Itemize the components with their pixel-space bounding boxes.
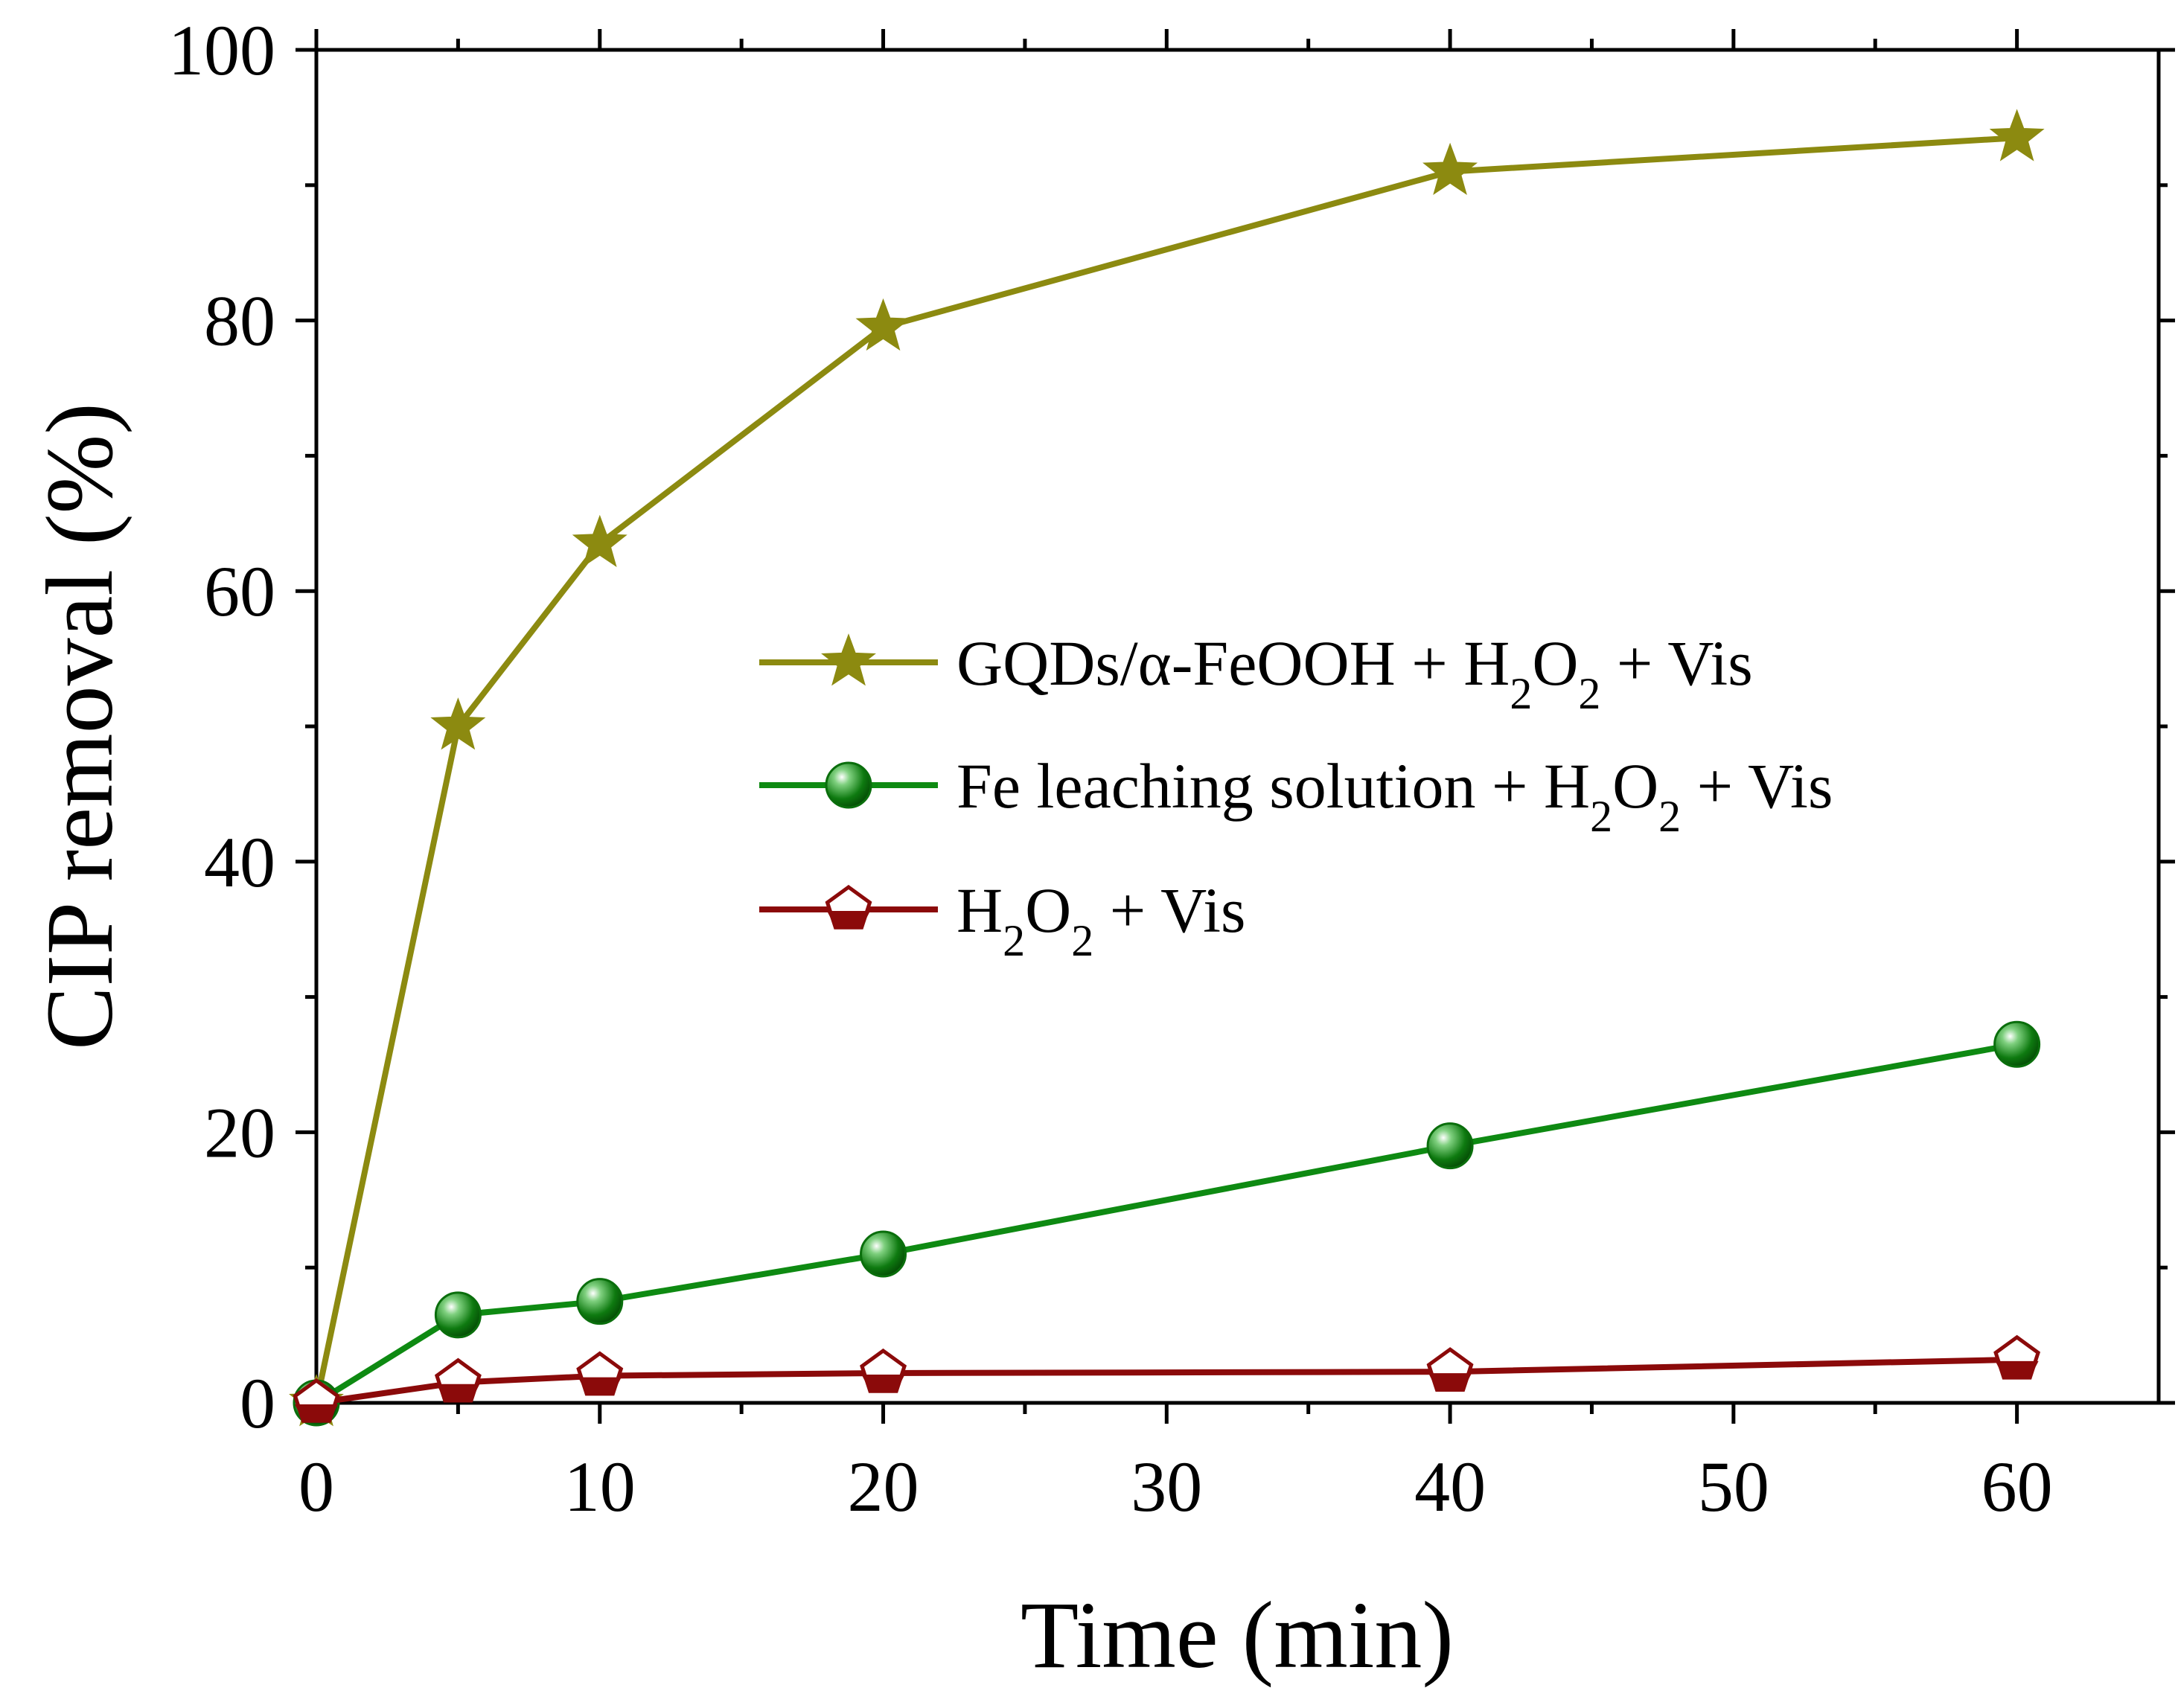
star-marker (1422, 142, 1478, 196)
legend-label-part: 2 (1578, 669, 1600, 718)
pentagon-marker-fill (1428, 1373, 1472, 1390)
legend-label-part: 2 (1590, 792, 1612, 841)
y-tick-label: 0 (240, 1363, 275, 1443)
y-axis-title: CIP removal (%) (27, 403, 132, 1050)
legend-label-part: + Vis (1681, 750, 1833, 822)
legend-label-part: H (957, 874, 1003, 946)
legend-label-part: 2 (1071, 916, 1093, 965)
legend-label-part: Fe leaching solution + H (957, 750, 1590, 822)
series-line (313, 135, 2017, 1404)
legend-label-part: 2 (1003, 916, 1025, 965)
legend-label-part: O (1532, 627, 1578, 699)
legend-label: H2O2 + Vis (957, 874, 1245, 965)
legend-entry-1: GQDs/α-FeOOH + H2O2 + Vis (759, 627, 1753, 718)
pentagon-marker-fill (827, 911, 870, 928)
sphere-marker (1993, 1020, 2041, 1068)
x-tick-label: 30 (1131, 1447, 1202, 1526)
legend-label-part: + Vis (1093, 874, 1245, 946)
legend-label-part: + Vis (1600, 627, 1752, 699)
x-tick-label: 10 (564, 1447, 636, 1526)
y-tick-label: 100 (168, 10, 275, 90)
pentagon-marker-fill (436, 1384, 480, 1401)
star-marker (1989, 109, 2045, 161)
x-tick-label: 40 (1414, 1447, 1486, 1526)
sphere-marker (825, 761, 872, 809)
y-tick-label: 80 (204, 281, 275, 361)
legend-label-part: 2 (1658, 792, 1681, 841)
plot-frame (314, 48, 2161, 1405)
legend-label-part: 2 (1510, 669, 1532, 718)
x-tick-label: 0 (298, 1447, 334, 1526)
sphere-marker (434, 1291, 482, 1339)
x-tick-label: 20 (848, 1447, 919, 1526)
star-marker (821, 633, 876, 686)
star-marker (572, 514, 627, 568)
sphere-marker (1426, 1122, 1474, 1170)
pentagon-marker-fill (295, 1404, 338, 1421)
x-axis-title: Time (min) (1021, 1582, 1454, 1688)
legend-label-part: GQDs/α-FeOOH + H (957, 627, 1510, 699)
sphere-marker (576, 1278, 624, 1325)
series-line (314, 1041, 2018, 1406)
pentagon-marker-fill (1995, 1360, 2039, 1378)
y-tick-label: 60 (204, 551, 275, 631)
sphere-marker (860, 1230, 907, 1278)
axis-ticks: 0 10 20 30 40 50 60 0 20 40 60 80 100 (168, 10, 2175, 1526)
pentagon-marker-fill (861, 1375, 905, 1392)
y-tick-label: 20 (204, 1093, 275, 1172)
legend-entry-2: Fe leaching solution + H2O2 + Vis (759, 750, 1833, 841)
star-marker (430, 697, 486, 750)
legend-label-part: O (1612, 750, 1658, 822)
legend-entry-3: H2O2 + Vis (759, 874, 1245, 965)
y-tick-label: 40 (204, 822, 275, 902)
x-tick-label: 60 (1981, 1447, 2053, 1526)
series-line (316, 1356, 2017, 1406)
star-marker (855, 298, 911, 351)
legend-label: GQDs/α-FeOOH + H2O2 + Vis (957, 627, 1753, 718)
x-tick-label: 50 (1698, 1447, 1769, 1526)
pentagon-marker-fill (578, 1377, 622, 1394)
series-layer (289, 109, 2045, 1427)
legend-label: Fe leaching solution + H2O2 + Vis (957, 750, 1833, 841)
series-3 (293, 1334, 2041, 1423)
legend-label-part: O (1025, 874, 1071, 946)
